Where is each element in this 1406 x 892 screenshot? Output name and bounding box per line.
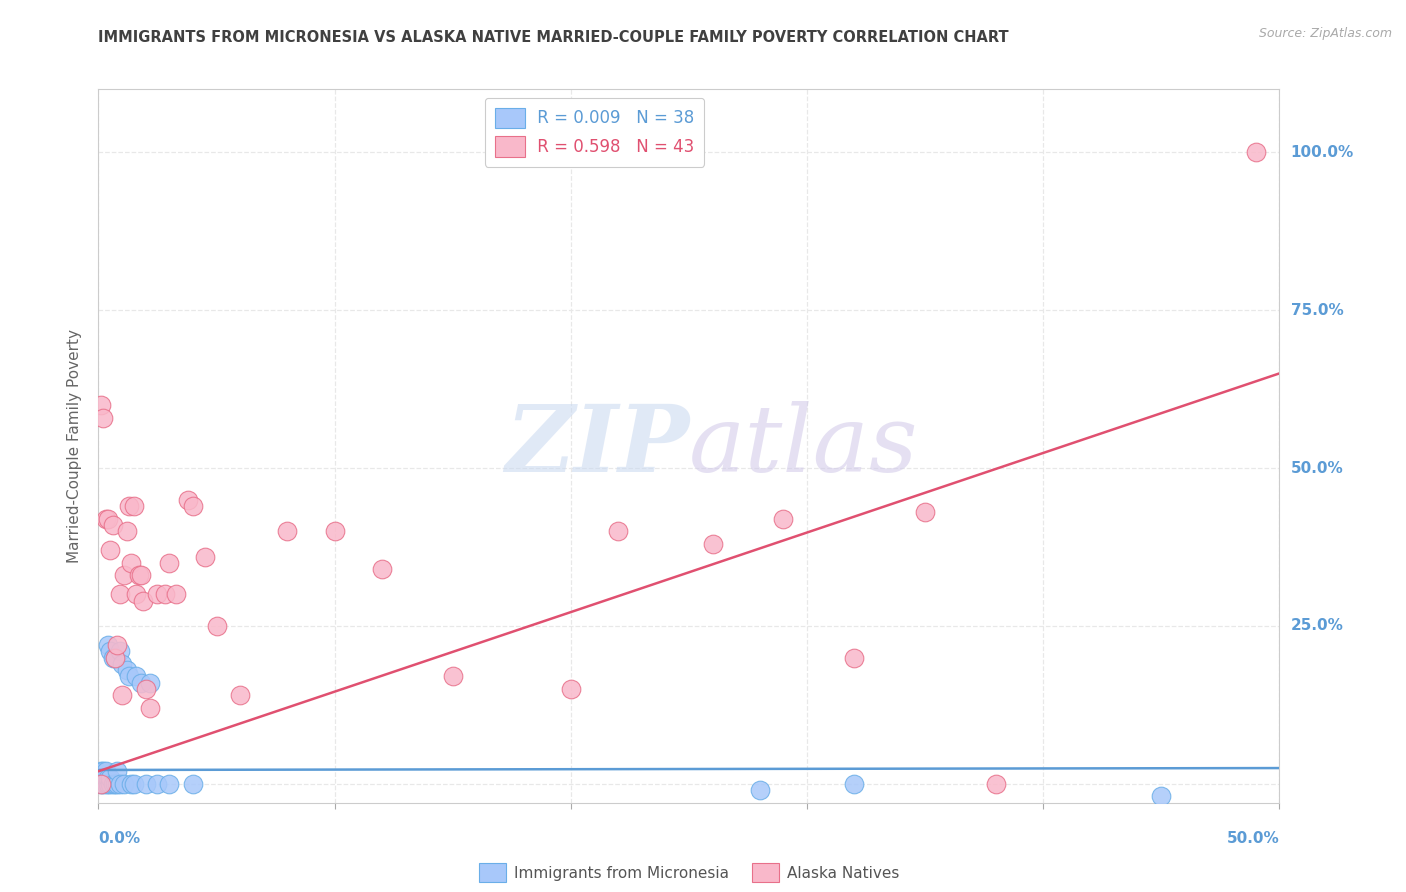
Point bbox=[1150, 789, 1173, 804]
Point bbox=[98, 771, 121, 785]
Point bbox=[607, 524, 630, 539]
Point bbox=[91, 410, 114, 425]
Point bbox=[205, 619, 228, 633]
Point bbox=[181, 777, 204, 791]
Point bbox=[229, 689, 252, 703]
Point bbox=[94, 771, 117, 785]
Point bbox=[105, 638, 128, 652]
Point bbox=[97, 511, 120, 525]
Point bbox=[115, 524, 138, 539]
Point bbox=[146, 587, 169, 601]
Text: Source: ZipAtlas.com: Source: ZipAtlas.com bbox=[1258, 27, 1392, 40]
Text: atlas: atlas bbox=[689, 401, 918, 491]
Point bbox=[104, 777, 127, 791]
Point bbox=[560, 682, 582, 697]
Text: 50.0%: 50.0% bbox=[1226, 830, 1279, 846]
Point bbox=[94, 777, 117, 791]
Point bbox=[104, 650, 127, 665]
Point bbox=[139, 701, 162, 715]
Point bbox=[122, 777, 145, 791]
Text: 75.0%: 75.0% bbox=[1291, 302, 1343, 318]
Point bbox=[194, 549, 217, 564]
Point bbox=[128, 568, 150, 582]
Point bbox=[108, 777, 131, 791]
Point bbox=[125, 669, 148, 683]
Point bbox=[111, 657, 134, 671]
Point bbox=[844, 777, 866, 791]
Point bbox=[98, 644, 121, 658]
Point bbox=[181, 499, 204, 513]
Point bbox=[153, 587, 176, 601]
Point bbox=[441, 669, 464, 683]
Point bbox=[91, 777, 114, 791]
Point bbox=[135, 682, 157, 697]
Point bbox=[146, 777, 169, 791]
Point bbox=[125, 587, 148, 601]
Point bbox=[844, 650, 866, 665]
Point bbox=[105, 764, 128, 779]
Point bbox=[90, 398, 112, 412]
Point bbox=[98, 543, 121, 558]
Text: 25.0%: 25.0% bbox=[1291, 618, 1344, 633]
Point bbox=[108, 587, 131, 601]
Point bbox=[115, 663, 138, 677]
Text: ZIP: ZIP bbox=[505, 401, 689, 491]
Point bbox=[121, 777, 143, 791]
Point bbox=[94, 764, 117, 779]
Point bbox=[914, 505, 936, 519]
Point bbox=[101, 517, 124, 532]
Point bbox=[129, 568, 152, 582]
Point bbox=[91, 764, 114, 779]
Point bbox=[748, 783, 770, 797]
Point bbox=[157, 556, 180, 570]
Point bbox=[105, 777, 128, 791]
Point bbox=[94, 511, 117, 525]
Point bbox=[111, 689, 134, 703]
Point bbox=[97, 777, 120, 791]
Point bbox=[165, 587, 187, 601]
Point bbox=[129, 675, 152, 690]
Y-axis label: Married-Couple Family Poverty: Married-Couple Family Poverty bbox=[67, 329, 83, 563]
Point bbox=[91, 771, 114, 785]
Legend: Immigrants from Micronesia, Alaska Natives: Immigrants from Micronesia, Alaska Nativ… bbox=[472, 857, 905, 888]
Point bbox=[90, 777, 112, 791]
Point bbox=[98, 777, 121, 791]
Point bbox=[118, 669, 141, 683]
Point bbox=[323, 524, 346, 539]
Point bbox=[108, 644, 131, 658]
Point bbox=[702, 537, 724, 551]
Point bbox=[177, 492, 200, 507]
Point bbox=[101, 650, 124, 665]
Point bbox=[90, 764, 112, 779]
Point bbox=[772, 511, 794, 525]
Point bbox=[371, 562, 394, 576]
Point bbox=[112, 568, 135, 582]
Point bbox=[984, 777, 1007, 791]
Text: 0.0%: 0.0% bbox=[98, 830, 141, 846]
Point bbox=[112, 777, 135, 791]
Point bbox=[276, 524, 298, 539]
Text: 50.0%: 50.0% bbox=[1291, 460, 1343, 475]
Point bbox=[104, 650, 127, 665]
Point bbox=[121, 556, 143, 570]
Point bbox=[122, 499, 145, 513]
Text: 100.0%: 100.0% bbox=[1291, 145, 1354, 160]
Point bbox=[1244, 145, 1267, 160]
Point bbox=[118, 499, 141, 513]
Point bbox=[135, 777, 157, 791]
Point bbox=[97, 771, 120, 785]
Point bbox=[132, 593, 155, 607]
Point bbox=[157, 777, 180, 791]
Point bbox=[139, 675, 162, 690]
Text: IMMIGRANTS FROM MICRONESIA VS ALASKA NATIVE MARRIED-COUPLE FAMILY POVERTY CORREL: IMMIGRANTS FROM MICRONESIA VS ALASKA NAT… bbox=[98, 29, 1010, 45]
Point bbox=[101, 777, 124, 791]
Point bbox=[90, 777, 112, 791]
Point bbox=[97, 638, 120, 652]
